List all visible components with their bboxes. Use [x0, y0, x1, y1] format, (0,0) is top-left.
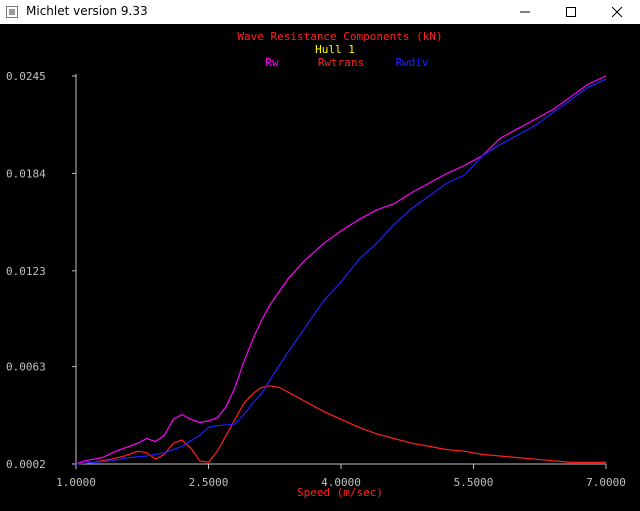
- chart-subtitle: Hull 1: [315, 43, 355, 56]
- x-tick-label: 2.5000: [189, 476, 229, 489]
- series-line-rwdiv: [75, 78, 607, 465]
- app-icon: [6, 6, 18, 18]
- maximize-icon: [566, 7, 576, 17]
- maximize-button[interactable]: [548, 0, 594, 24]
- title-bar: Michlet version 9.33: [0, 0, 640, 25]
- minimize-icon: [520, 11, 530, 13]
- chart-title: Wave Resistance Components (kN): [237, 30, 442, 43]
- series-line-rw: [75, 75, 607, 465]
- x-tick-label: 1.0000: [56, 476, 96, 489]
- x-tick-label: 7.0000: [586, 476, 626, 489]
- y-tick-label: 0.0184: [6, 167, 46, 180]
- series-lines: [75, 75, 607, 465]
- y-ticks: 0.0002 0.0063 0.0123 0.0184 0.0245: [6, 70, 76, 471]
- legend-item-rwdiv: Rwdiv: [395, 56, 428, 69]
- legend-item-rw: Rw: [265, 56, 279, 69]
- y-tick-label: 0.0245: [6, 70, 46, 83]
- minimize-button[interactable]: [502, 0, 548, 24]
- y-tick-label: 0.0002: [6, 458, 46, 471]
- close-icon: [611, 6, 623, 18]
- window-title: Michlet version 9.33: [26, 4, 148, 18]
- x-tick-label: 4.0000: [321, 476, 361, 489]
- series-line-rwtrans: [75, 385, 606, 465]
- legend: Rw Rwtrans Rwdiv: [265, 56, 429, 69]
- y-tick-label: 0.0063: [6, 361, 46, 374]
- x-axis-label: Speed (m/sec): [297, 486, 383, 499]
- plot-area: Wave Resistance Components (kN) Hull 1 R…: [0, 24, 640, 507]
- x-ticks: 1.0000 2.5000 4.0000 5.5000 7.0000: [56, 464, 626, 489]
- x-tick-label: 5.5000: [454, 476, 494, 489]
- close-button[interactable]: [594, 0, 640, 24]
- legend-item-rwtrans: Rwtrans: [318, 56, 364, 69]
- y-tick-label: 0.0123: [6, 265, 46, 278]
- chart-svg: Wave Resistance Components (kN) Hull 1 R…: [6, 30, 626, 499]
